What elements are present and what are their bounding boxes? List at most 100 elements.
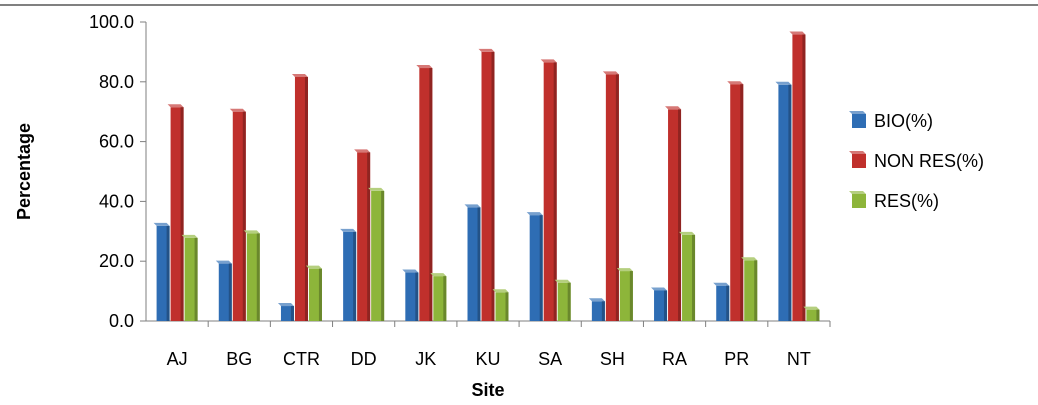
legend-swatch-top	[849, 191, 866, 194]
bar-res-aj	[184, 237, 198, 321]
bar-side-face	[505, 292, 509, 321]
bar-side-face	[567, 282, 571, 321]
bar-top-face	[215, 260, 232, 264]
bar-side-face	[381, 190, 385, 321]
bar-side-face	[553, 62, 557, 322]
bar-side-face	[754, 260, 758, 321]
x-tick-label: KU	[475, 349, 500, 369]
bar-bio-ra	[654, 290, 668, 321]
bar-top-face	[291, 74, 308, 78]
bar-res-jk	[433, 276, 447, 321]
x-tick-labels: AJ BG CTR DD JK KU SA SH RA PR NT	[167, 349, 811, 369]
bar-top-face	[153, 222, 170, 226]
bar-non-res-ku	[481, 51, 495, 322]
bar-side-face	[429, 68, 433, 322]
legend: BIO(%) NON RES(%) RES(%)	[849, 111, 984, 211]
bar-top-face	[277, 303, 294, 307]
bar-side-face	[290, 306, 294, 321]
bar-top-face	[665, 106, 682, 110]
bar-bio-ku	[467, 207, 481, 321]
legend-swatch-top	[849, 151, 866, 154]
bar-top-face	[243, 230, 260, 234]
x-tick-label: AJ	[167, 349, 188, 369]
bar-non-res-bg	[232, 111, 246, 321]
bar-side-face	[629, 271, 633, 321]
x-tick-label: CTR	[283, 349, 320, 369]
bar-top-face	[803, 306, 820, 310]
bar-top-face	[416, 65, 433, 69]
y-tick-label: 60.0	[99, 132, 134, 152]
bar-top-face	[789, 31, 806, 35]
y-axis-title: Percentage	[14, 123, 34, 220]
bar-top-face	[478, 48, 495, 52]
bar-top-face	[602, 71, 619, 75]
bar-top-face	[741, 257, 758, 261]
bar-side-face	[692, 234, 696, 321]
bar-side-face	[443, 276, 447, 321]
bar-top-face	[526, 212, 543, 216]
bar-side-face	[477, 207, 481, 321]
bar-top-face	[402, 269, 419, 273]
bar-top-face	[305, 265, 322, 269]
legend-swatch	[852, 194, 866, 208]
bar-res-ctr	[308, 268, 322, 321]
bar-top-face	[713, 282, 730, 286]
bar-side-face	[726, 285, 730, 321]
y-tick-label: 100.0	[89, 12, 134, 32]
bar-res-sa	[557, 282, 571, 321]
bar-side-face	[353, 231, 357, 321]
bar-bio-dd	[343, 231, 357, 321]
legend-label: BIO(%)	[874, 111, 933, 131]
bar-side-face	[166, 225, 170, 321]
bar-bio-aj	[156, 225, 170, 321]
bar-non-res-jk	[419, 68, 433, 322]
bar-non-res-sa	[543, 62, 557, 322]
bar-side-face	[539, 215, 543, 321]
bar-side-face	[318, 268, 322, 321]
bar-top-face	[588, 298, 605, 302]
bar-top-face	[354, 149, 371, 153]
bar-top-face	[340, 228, 357, 232]
bar-side-face	[256, 233, 260, 321]
bar-non-res-dd	[357, 152, 371, 321]
bar-side-face	[816, 309, 820, 321]
x-tick-label: PR	[724, 349, 749, 369]
bar-top-face	[368, 187, 385, 191]
bar-top-face	[727, 81, 744, 85]
bar-res-pr	[744, 260, 758, 321]
bar-side-face	[802, 34, 806, 322]
bar-top-face	[181, 234, 198, 238]
bar-bio-pr	[716, 285, 730, 321]
bar-side-face	[415, 272, 419, 321]
bar-side-face	[304, 77, 308, 322]
y-tick-label: 40.0	[99, 191, 134, 211]
bar-bio-bg	[218, 263, 232, 321]
legend-label: NON RES(%)	[874, 151, 984, 171]
x-tick-label: DD	[351, 349, 377, 369]
legend-item: RES(%)	[849, 191, 939, 211]
bar-non-res-ctr	[294, 77, 308, 322]
bar-top-face	[775, 81, 792, 85]
legend-item: NON RES(%)	[849, 151, 984, 171]
bar-top-face	[554, 279, 571, 283]
legend-swatch-top	[849, 111, 866, 114]
bar-bio-sa	[529, 215, 543, 321]
bar-non-res-ra	[668, 109, 682, 321]
bar-side-face	[664, 290, 668, 321]
y-tick-labels: 0.0 20.0 40.0 60.0 80.0 100.0	[89, 12, 134, 331]
legend-label: RES(%)	[874, 191, 939, 211]
bar-side-face	[491, 51, 495, 322]
bar-top-face	[679, 231, 696, 235]
bar-top-face	[464, 204, 481, 208]
bar-side-face	[615, 74, 619, 321]
bar-bio-sh	[591, 301, 605, 321]
bar-non-res-sh	[605, 74, 619, 321]
bar-res-ra	[682, 234, 696, 321]
legend-item: BIO(%)	[849, 111, 933, 131]
bar-non-res-nt	[792, 34, 806, 322]
y-tick-label: 80.0	[99, 72, 134, 92]
legend-swatch	[852, 114, 866, 128]
bar-bio-nt	[778, 84, 792, 321]
bar-bio-ctr	[280, 306, 294, 321]
